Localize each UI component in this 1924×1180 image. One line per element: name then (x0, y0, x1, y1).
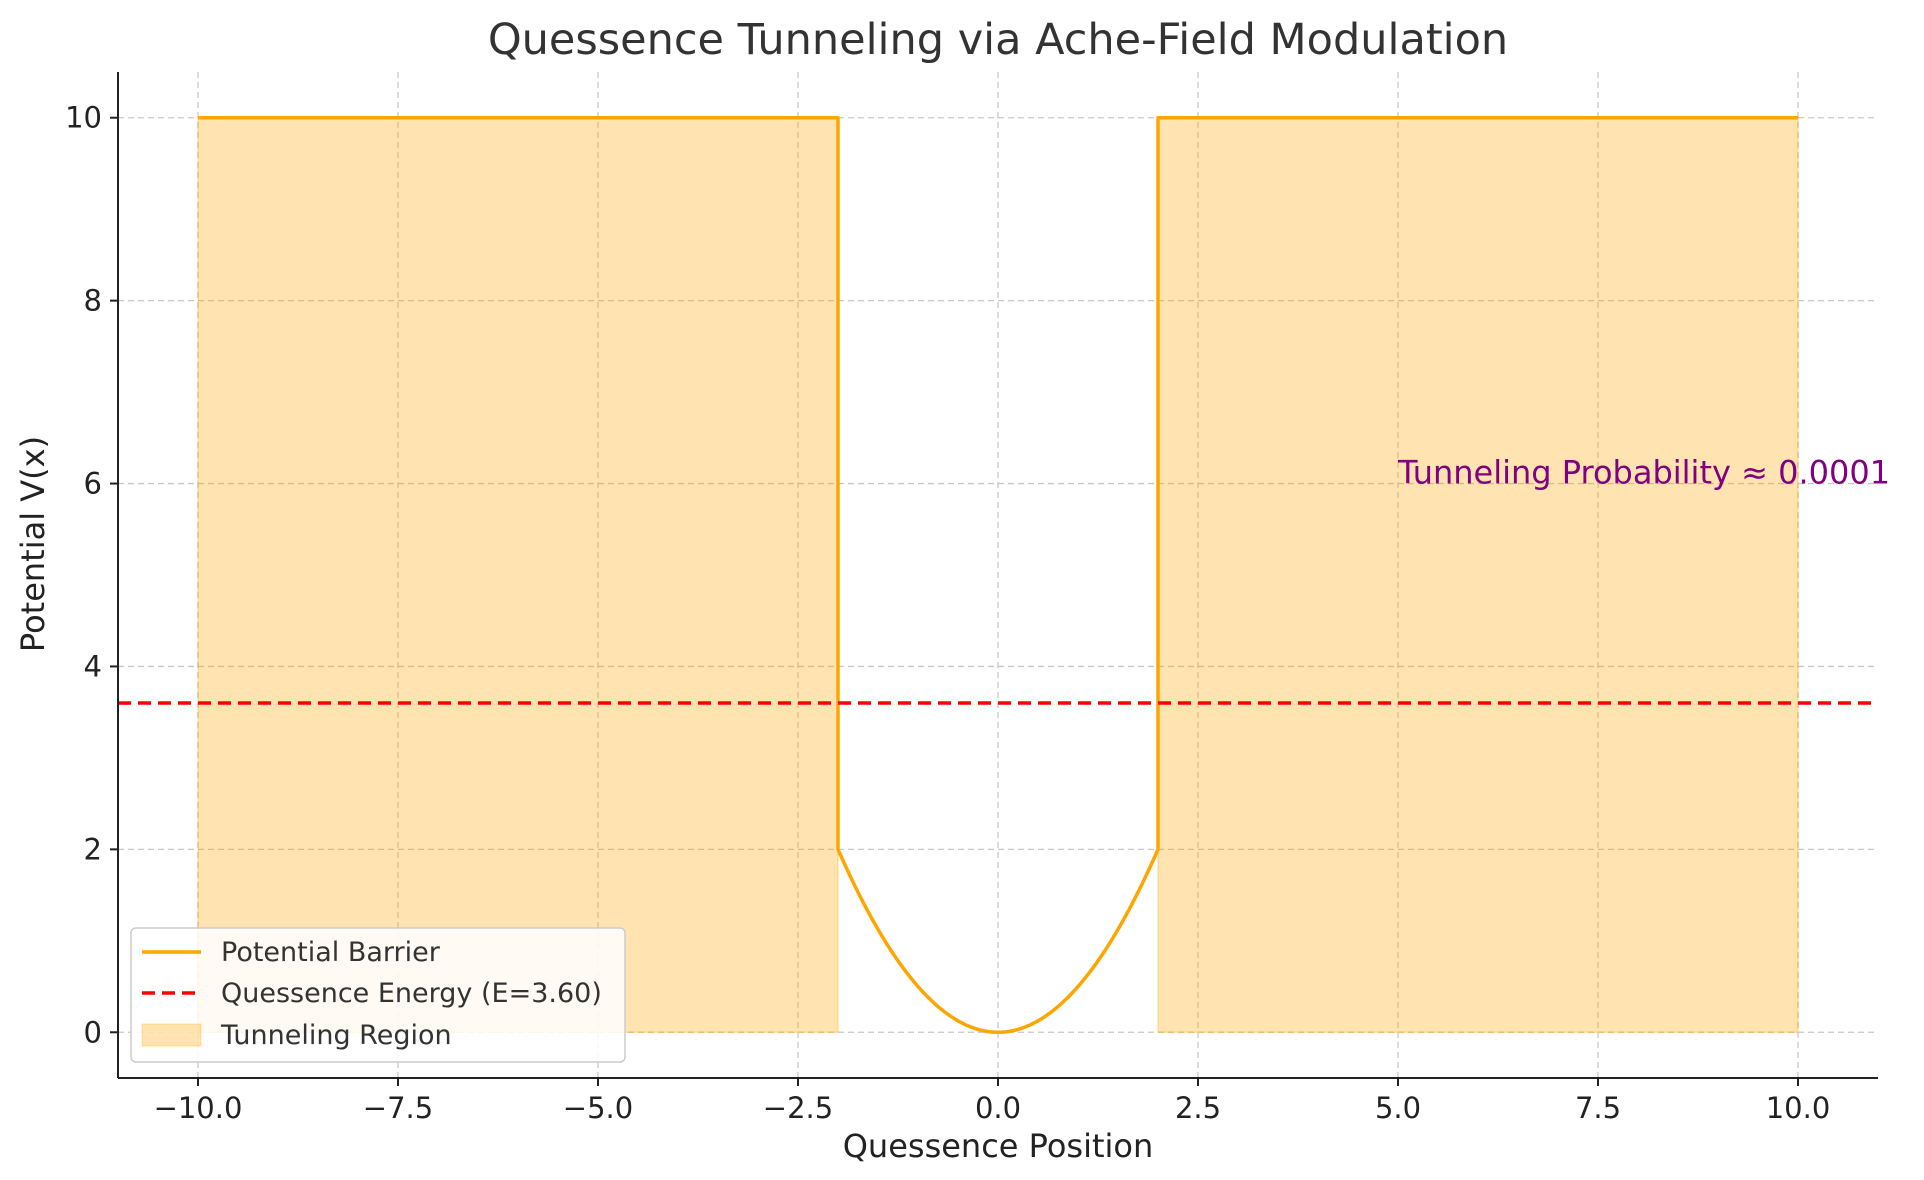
tunneling-region-fills (197, 116, 1799, 1034)
y-axis-label: Potential V(x) (14, 436, 52, 652)
x-axis-label: Quessence Position (843, 1127, 1154, 1165)
legend-label: Quessence Energy (E=3.60) (221, 978, 602, 1009)
tunneling-region-2 (1157, 116, 1799, 1034)
y-tick-label: 6 (84, 467, 102, 501)
x-tick-label: 7.5 (1575, 1091, 1621, 1125)
x-tick-label: −7.5 (363, 1091, 433, 1125)
y-tick-label: 0 (84, 1015, 102, 1049)
x-tick-label: 5.0 (1375, 1091, 1421, 1125)
x-tick-label: −2.5 (763, 1091, 833, 1125)
x-tick-label: −5.0 (563, 1091, 633, 1125)
series-lines (118, 115, 1878, 1035)
legend-box (130, 927, 626, 1063)
tunneling-region-1 (197, 116, 839, 1034)
x-tick-label: −10.0 (154, 1091, 243, 1125)
x-tick-label: 0.0 (975, 1091, 1021, 1125)
potential-barrier-line (198, 115, 1798, 1035)
legend: Potential Barrier Quessence Energy (E=3.6… (130, 927, 626, 1063)
x-axis-ticks: −10.0 −7.5 −5.0 −2.5 0.0 2.5 5.0 7.5 10.0 (154, 1078, 1831, 1125)
y-tick-label: 4 (84, 649, 102, 683)
x-tick-label: 2.5 (1175, 1091, 1221, 1125)
y-tick-label: 8 (84, 284, 102, 318)
x-tick-label: 10.0 (1766, 1091, 1831, 1125)
chart-title: Quessence Tunneling via Ache-Field Modul… (488, 15, 1508, 65)
y-tick-label: 2 (84, 832, 102, 866)
legend-label: Potential Barrier (221, 937, 441, 968)
y-axis-ticks: 0 2 4 6 8 10 (65, 101, 118, 1049)
legend-label: Tunneling Region (220, 1020, 452, 1051)
tunneling-probability-annotation: Tunneling Probability ≈ 0.0001 (1397, 454, 1890, 492)
y-tick-label: 10 (65, 101, 102, 135)
legend-swatch-tunneling-region (141, 1023, 202, 1047)
annotations: Tunneling Probability ≈ 0.0001 (1397, 454, 1890, 492)
